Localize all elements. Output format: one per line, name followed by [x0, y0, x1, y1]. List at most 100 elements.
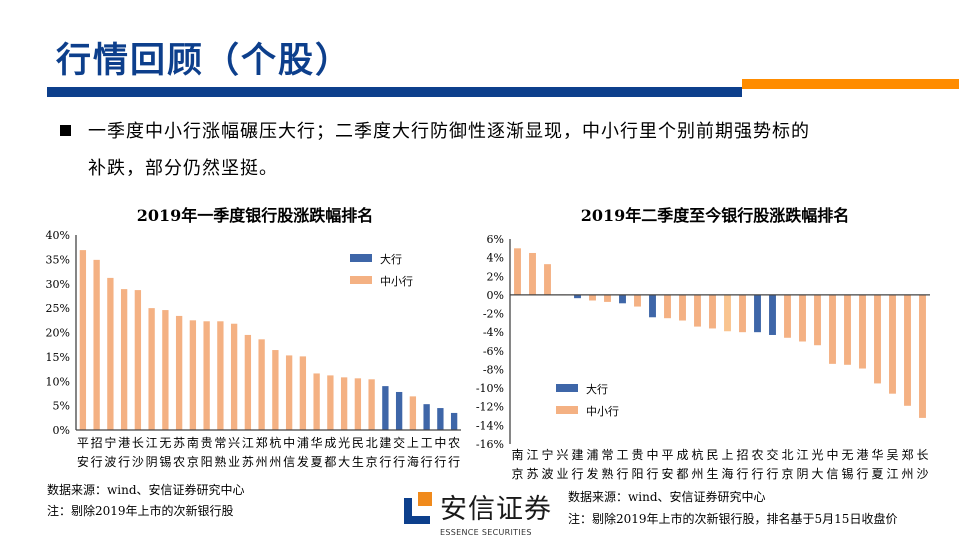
category-label-top: 宁: [541, 447, 553, 462]
category-label-top: 平: [77, 436, 89, 450]
bar-光大: [340, 377, 348, 430]
category-label-top: 华: [311, 436, 323, 450]
y-tick-label: 40%: [46, 229, 70, 242]
category-label-top: 港: [118, 436, 130, 450]
category-label-top: 吴: [886, 448, 898, 462]
y-tick-label: 25%: [46, 302, 70, 315]
category-label-top: 兴: [556, 448, 568, 462]
category-label-top: 平: [661, 448, 673, 462]
legend-label: 大行: [380, 252, 402, 266]
category-label-bottom: 行: [646, 467, 658, 481]
category-label-top: 无: [841, 448, 853, 462]
bar-华夏: [874, 294, 881, 384]
category-label-top: 交: [766, 447, 778, 462]
category-label-top: 浦: [297, 436, 309, 450]
bar-平安: [664, 294, 671, 319]
bar-中信: [829, 294, 836, 364]
bar-吴江: [889, 294, 896, 394]
y-tick-label: -2%: [483, 308, 504, 321]
y-tick-label: 10%: [46, 375, 70, 388]
category-label-top: 成: [676, 448, 688, 462]
y-tick-label: 30%: [46, 278, 70, 291]
bar-江阴: [148, 308, 155, 430]
logo-text-en: ESSENCE SECURITIES: [440, 528, 532, 537]
bar-贵阳: [203, 321, 210, 430]
category-label-top: 光: [338, 436, 350, 450]
category-label-top: 贵: [201, 436, 213, 450]
y-tick-label: 5%: [53, 400, 70, 413]
category-label-bottom: 沙: [132, 455, 144, 469]
category-label-bottom: 苏: [526, 467, 538, 481]
bar-中行: [437, 408, 444, 430]
bar-无锡: [162, 310, 169, 430]
bar-宁波: [107, 277, 114, 430]
category-label-top: 建: [571, 448, 583, 462]
category-label-bottom: 发: [297, 454, 309, 469]
bar-成都: [327, 375, 334, 430]
category-label-bottom: 行: [393, 455, 405, 469]
bar-常熟: [217, 321, 224, 430]
bar-中行: [649, 294, 656, 318]
y-tick-label: 6%: [487, 233, 504, 246]
bar-民生: [709, 294, 716, 329]
category-label-top: 郑: [256, 435, 268, 450]
bar-上海: [724, 294, 731, 332]
category-label-top: 工: [421, 436, 433, 450]
left-note: 注：剔除2019年上市的次新银行股: [47, 504, 234, 518]
bar-长沙: [919, 294, 926, 418]
bar-华夏: [313, 373, 320, 430]
category-label-bottom: 业: [228, 455, 240, 469]
category-label-top: 工: [616, 448, 628, 462]
category-label-bottom: 江: [886, 467, 898, 481]
right-data-source: 数据来源：wind、安信证券研究中心: [568, 490, 766, 504]
bar-招行: [739, 294, 746, 333]
y-tick-label: -14%: [476, 419, 504, 432]
category-label-top: 农: [448, 436, 460, 450]
page-title: 行情回顾（个股）: [56, 41, 353, 81]
y-tick-label: -8%: [483, 363, 504, 376]
category-label-bottom: 行: [118, 455, 130, 469]
category-label-bottom: 京: [187, 455, 199, 469]
chart2-title: 2019年二季度至今银行股涨跌幅排名: [580, 206, 850, 225]
category-label-top: 建: [379, 436, 391, 450]
title-underline-blue: [47, 87, 742, 97]
category-label-bottom: 阴: [796, 467, 808, 481]
category-label-top: 华: [871, 448, 883, 462]
category-label-bottom: 波: [104, 455, 116, 469]
bar-宁波: [544, 264, 551, 295]
bar-农行: [754, 294, 761, 333]
bar-浦发: [589, 294, 596, 301]
category-label-bottom: 京: [781, 467, 793, 481]
bar-交行: [769, 294, 776, 335]
bar-常熟: [604, 294, 611, 302]
category-label-bottom: 信: [826, 467, 838, 481]
category-label-top: 浦: [586, 448, 598, 462]
category-label-top: 民: [706, 448, 718, 462]
category-label-top: 民: [352, 436, 364, 450]
bar-南京: [514, 248, 521, 295]
bar-长沙: [134, 290, 142, 430]
category-label-bottom: 大: [338, 455, 350, 469]
category-label-top: 苏: [173, 436, 185, 450]
bar-江阴: [799, 294, 806, 342]
category-label-top: 招: [91, 436, 103, 450]
bar-北京: [368, 379, 375, 430]
bar-江苏: [529, 252, 536, 295]
square-bullet-icon: [60, 125, 71, 136]
legend-swatch-大行: [350, 254, 372, 262]
category-label-bottom: 行: [856, 467, 868, 481]
category-label-top: 中: [646, 447, 658, 462]
category-label-top: 农: [751, 448, 763, 462]
category-label-bottom: 行: [448, 455, 460, 469]
category-label-top: 中: [283, 435, 295, 450]
bar-郑州: [258, 339, 265, 430]
y-tick-label: 4%: [487, 252, 504, 265]
bar-中信: [285, 355, 293, 430]
category-label-bottom: 苏: [242, 455, 254, 469]
bar-建行: [574, 294, 581, 299]
legend-label: 中小行: [586, 405, 619, 418]
logo-text-cn: 安信证券: [440, 494, 552, 525]
category-label-bottom: 海: [407, 454, 419, 469]
y-tick-label: -10%: [476, 382, 504, 395]
category-label-top: 长: [132, 436, 144, 450]
